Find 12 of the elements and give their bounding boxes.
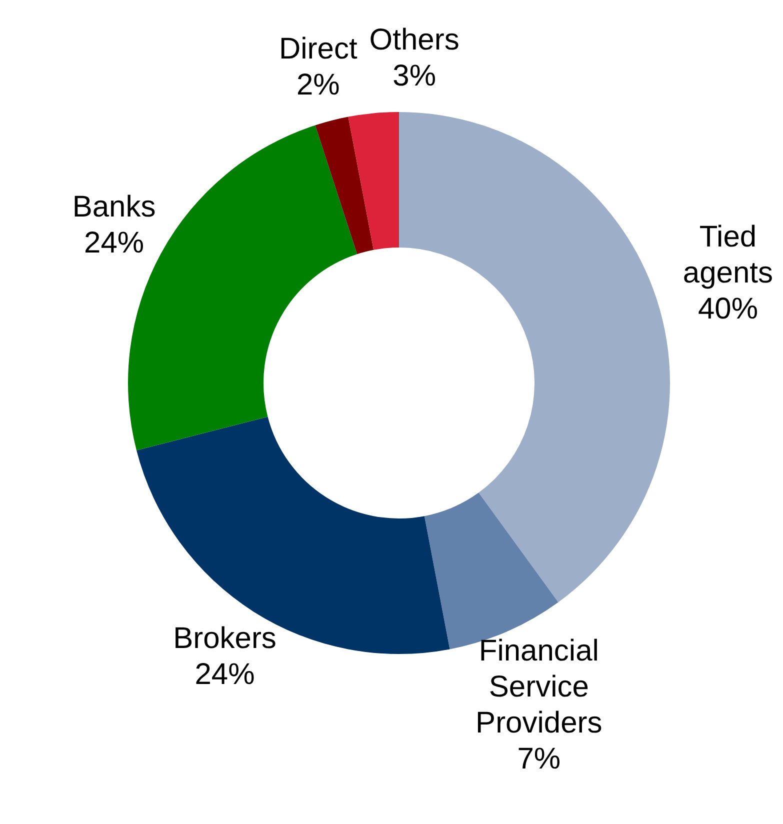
- slice-label: Financial Service Providers: [476, 634, 602, 740]
- slice-label: Others: [369, 24, 460, 57]
- data-label: 2%: [296, 68, 340, 102]
- slice-label: Brokers: [173, 622, 276, 655]
- slice-label: Tied agents: [682, 220, 773, 290]
- data-label: 40%: [698, 292, 758, 326]
- data-label: 24%: [194, 658, 255, 691]
- slice-label: Banks: [72, 190, 156, 224]
- data-label: 7%: [517, 742, 561, 776]
- data-label: 24%: [84, 226, 144, 260]
- data-label: 3%: [392, 60, 436, 93]
- slice-label: Direct: [278, 32, 358, 66]
